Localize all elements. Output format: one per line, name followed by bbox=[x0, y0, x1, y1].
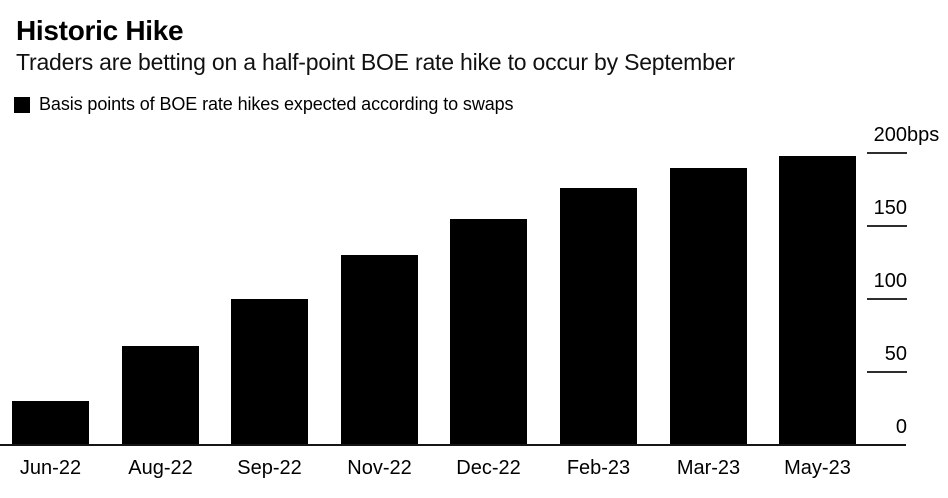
y-tick-label-0: 0 bbox=[895, 416, 907, 438]
x-axis-line bbox=[0, 444, 906, 446]
chart-title: Historic Hike bbox=[16, 15, 184, 46]
bar-May-23 bbox=[779, 156, 856, 445]
y-axis-unit-label: bps bbox=[907, 124, 940, 146]
y-tick-line-150 bbox=[867, 225, 907, 227]
legend-swatch-icon bbox=[14, 96, 30, 113]
x-tick-label-Feb-23: Feb-23 bbox=[566, 457, 631, 479]
x-tick-label-Mar-23: Mar-23 bbox=[676, 457, 741, 479]
y-tick-label-150: 150 bbox=[873, 197, 907, 219]
bar-Feb-23 bbox=[560, 188, 637, 445]
legend: Basis points of BOE rate hikes expected … bbox=[14, 94, 514, 114]
x-tick-label-Sep-22: Sep-22 bbox=[237, 457, 302, 479]
x-tick-label-Jun-22: Jun-22 bbox=[19, 457, 82, 479]
x-tick-label-Dec-22: Dec-22 bbox=[456, 457, 521, 479]
bar-Sep-22 bbox=[231, 299, 308, 445]
x-tick-label-Nov-22: Nov-22 bbox=[347, 457, 412, 479]
bar-Nov-22 bbox=[341, 255, 418, 445]
bar-Dec-22 bbox=[450, 219, 527, 445]
y-tick-line-200 bbox=[867, 152, 907, 154]
y-tick-label-50: 50 bbox=[884, 343, 907, 365]
legend-label: Basis points of BOE rate hikes expected … bbox=[39, 94, 514, 114]
bar-Jun-22 bbox=[12, 401, 89, 445]
x-tick-label-May-23: May-23 bbox=[784, 457, 851, 479]
y-tick-line-50 bbox=[867, 371, 907, 373]
bar-Aug-22 bbox=[122, 346, 199, 445]
y-tick-label-100: 100 bbox=[873, 270, 907, 292]
y-tick-line-100 bbox=[867, 298, 907, 300]
x-tick-label-Aug-22: Aug-22 bbox=[128, 457, 193, 479]
chart-subtitle: Traders are betting on a half-point BOE … bbox=[16, 49, 735, 75]
bar-Mar-23 bbox=[670, 168, 747, 445]
y-tick-label-200: 200 bps bbox=[873, 124, 940, 146]
